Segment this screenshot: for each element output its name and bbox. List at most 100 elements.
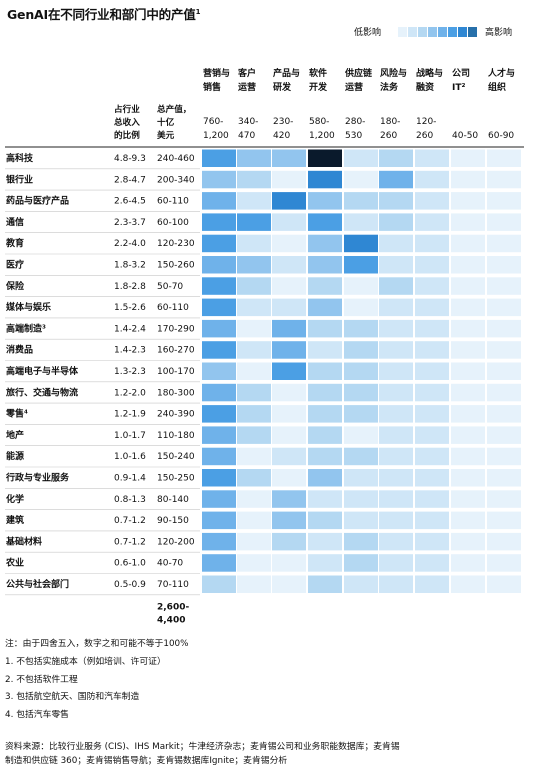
industry-label: 高科技 — [6, 152, 34, 164]
heatmap-cell — [308, 362, 342, 380]
function-label: 销售 — [203, 81, 221, 93]
heatmap-cell — [415, 426, 449, 444]
heatmap-cell — [308, 511, 342, 530]
heatmap-cell — [487, 319, 521, 338]
heatmap-cell — [451, 319, 485, 338]
heatmap-cell — [237, 469, 271, 487]
industry-label: 媒体与娱乐 — [5, 301, 51, 313]
heatmap-cell — [487, 192, 521, 210]
industry-value: 180-300 — [157, 388, 195, 398]
heatmap-cell — [451, 469, 485, 487]
total-value: 2,600- — [157, 602, 189, 612]
heatmap-cell — [272, 511, 306, 530]
heatmap-cell — [379, 170, 413, 189]
industry-label: 通信 — [6, 216, 24, 228]
function-value-range: 260 — [380, 131, 397, 141]
industry-label: 能源 — [6, 450, 24, 462]
function-value-range: 530 — [345, 131, 362, 141]
heatmap-cell — [487, 490, 521, 508]
heatmap-cell — [344, 213, 378, 231]
heatmap-cell — [487, 447, 521, 466]
heatmap-cell — [237, 511, 271, 530]
heatmap-cell — [451, 554, 485, 572]
heatmap-cell — [202, 383, 236, 402]
heatmap-cell — [202, 192, 236, 210]
heatmap-cell — [344, 149, 378, 167]
heatmap-cell — [237, 256, 271, 274]
heatmap-cell — [308, 469, 342, 487]
industry-label: 药品与医疗产品 — [6, 195, 69, 207]
heatmap-cell — [202, 511, 236, 530]
heatmap-cell — [415, 554, 449, 572]
heatmap-cell — [415, 319, 449, 338]
heatmap-cell — [487, 234, 521, 253]
industry-value: 200-340 — [157, 175, 195, 185]
page-title: GenAI在不同行业和部门中的产值1 — [7, 4, 200, 23]
heatmap-cell — [202, 405, 236, 423]
heatmap-cell — [451, 234, 485, 253]
heatmap-cell — [344, 341, 378, 359]
industry-value: 240-460 — [157, 154, 195, 164]
heatmap-cell — [272, 575, 306, 593]
heatmap-cell — [308, 298, 342, 317]
heatmap-cell — [308, 447, 342, 466]
legend-swatch — [438, 27, 447, 37]
heatmap-cell — [487, 149, 521, 167]
heatmap-cell — [379, 298, 413, 317]
industry-label: 化学 — [6, 493, 24, 505]
heatmap-cell — [344, 383, 378, 402]
heatmap-cell — [379, 532, 413, 551]
heatmap-cell — [272, 319, 306, 338]
heatmap-cell — [272, 469, 306, 487]
industry-label: 教育 — [5, 237, 24, 249]
industry-value: 60-100 — [157, 218, 189, 228]
heatmap-cell — [202, 426, 236, 444]
industry-value: 90-150 — [157, 516, 189, 526]
function-value-range: 280- — [345, 117, 365, 127]
heatmap-cell — [415, 532, 449, 551]
function-label: 公司 — [452, 68, 470, 79]
heatmap-cell — [308, 192, 342, 210]
heatmap-cell — [237, 192, 271, 210]
function-value-range: 470 — [238, 131, 255, 141]
heatmap-cell — [308, 170, 342, 189]
heatmap-cell — [451, 532, 485, 551]
value-header: 总产值， — [157, 103, 191, 115]
heatmap-cell — [451, 277, 485, 295]
heatmap-cell — [487, 469, 521, 487]
revenue-share: 0.6-1.0 — [114, 559, 146, 569]
heatmap-cell — [451, 426, 485, 444]
note-line: 注：由于四舍五入，数字之和可能不等于100% — [5, 639, 189, 649]
function-label: 产品与 — [273, 67, 300, 79]
heatmap-cell — [237, 149, 271, 167]
revenue-share: 1.8-3.2 — [114, 261, 146, 271]
heatmap-cell — [308, 575, 342, 593]
heatmap-cell — [237, 383, 271, 402]
heatmap-cell — [487, 277, 521, 295]
heatmap-cell — [202, 575, 236, 593]
heatmap-cell — [272, 256, 306, 274]
heatmap-cell — [451, 192, 485, 210]
heatmap-cell — [451, 256, 485, 274]
heatmap-cell — [379, 277, 413, 295]
heatmap-cell — [379, 469, 413, 487]
value-header: 十亿 — [157, 116, 175, 128]
heatmap-cell — [379, 213, 413, 231]
heatmap-cell — [487, 383, 521, 402]
heatmap-cell — [237, 277, 271, 295]
heatmap-cell — [487, 256, 521, 274]
heatmap-cell — [379, 362, 413, 380]
heatmap-cell — [487, 575, 521, 593]
heatmap-cell — [272, 426, 306, 444]
industry-value: 150-250 — [157, 474, 195, 484]
heatmap-cell — [308, 213, 342, 231]
function-label: 融资 — [416, 81, 434, 93]
function-value-range: 180- — [380, 117, 400, 127]
revenue-share: 1.3-2.3 — [114, 367, 146, 377]
heatmap-cell — [415, 341, 449, 359]
revenue-share: 0.9-1.4 — [114, 474, 146, 484]
heatmap-cell — [415, 234, 449, 253]
heatmap-cell — [237, 213, 271, 231]
total-value: 4,400 — [157, 615, 185, 625]
